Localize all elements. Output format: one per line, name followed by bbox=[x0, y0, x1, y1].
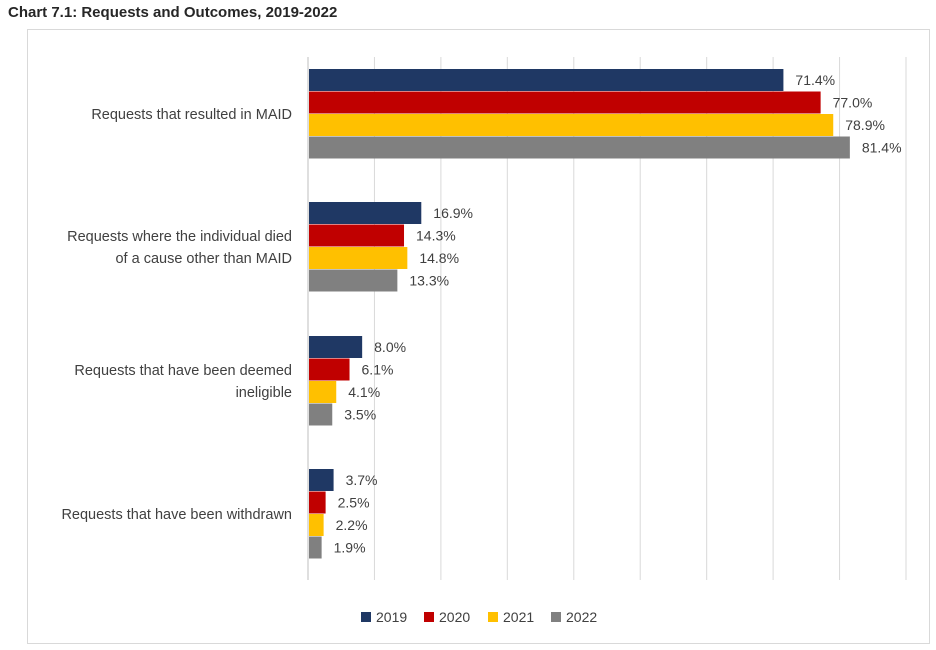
data-label: 6.1% bbox=[362, 362, 394, 378]
legend-label: 2020 bbox=[439, 609, 470, 625]
data-label: 77.0% bbox=[833, 95, 873, 111]
data-label: 78.9% bbox=[845, 117, 885, 133]
data-label: 3.5% bbox=[344, 407, 376, 423]
data-label: 16.9% bbox=[433, 205, 473, 221]
bar-2022 bbox=[309, 136, 850, 159]
bar-2021 bbox=[309, 514, 324, 536]
data-label: 8.0% bbox=[374, 339, 406, 355]
legend-label: 2019 bbox=[376, 609, 407, 625]
data-label: 3.7% bbox=[346, 472, 378, 488]
data-label: 71.4% bbox=[795, 72, 835, 88]
data-label: 2.2% bbox=[336, 517, 368, 533]
bar-2019 bbox=[309, 69, 784, 91]
category-label: Requests that have been withdrawn bbox=[61, 507, 292, 523]
bar-2019 bbox=[309, 202, 422, 224]
category-label: ineligible bbox=[236, 385, 292, 401]
bar-2020 bbox=[309, 358, 350, 381]
chart-title: Chart 7.1: Requests and Outcomes, 2019-2… bbox=[8, 4, 338, 21]
data-label: 81.4% bbox=[862, 140, 902, 156]
bar-2021 bbox=[309, 114, 834, 136]
bar-2020 bbox=[309, 491, 326, 514]
bar-2021 bbox=[309, 247, 408, 269]
data-label: 13.3% bbox=[409, 273, 449, 289]
bar-2020 bbox=[309, 91, 821, 114]
bar-2022 bbox=[309, 403, 333, 426]
bar-2021 bbox=[309, 381, 337, 403]
data-label: 14.3% bbox=[416, 228, 456, 244]
bar-2022 bbox=[309, 269, 398, 292]
legend-label: 2021 bbox=[503, 609, 534, 625]
category-label: Requests that have been deemed bbox=[74, 363, 292, 379]
category-label: of a cause other than MAID bbox=[115, 251, 292, 267]
data-label: 14.8% bbox=[419, 250, 459, 266]
bar-2020 bbox=[309, 224, 405, 247]
bar-2022 bbox=[309, 536, 322, 559]
legend-swatch-2019 bbox=[361, 612, 371, 622]
bar-2019 bbox=[309, 336, 363, 358]
legend-swatch-2021 bbox=[488, 612, 498, 622]
category-label: Requests that resulted in MAID bbox=[91, 107, 292, 123]
data-label: 2.5% bbox=[338, 495, 370, 511]
legend-swatch-2020 bbox=[424, 612, 434, 622]
legend-swatch-2022 bbox=[551, 612, 561, 622]
bar-2019 bbox=[309, 469, 334, 491]
legend-label: 2022 bbox=[566, 609, 597, 625]
data-label: 4.1% bbox=[348, 384, 380, 400]
data-label: 1.9% bbox=[334, 540, 366, 556]
category-label: Requests where the individual died bbox=[67, 229, 292, 245]
